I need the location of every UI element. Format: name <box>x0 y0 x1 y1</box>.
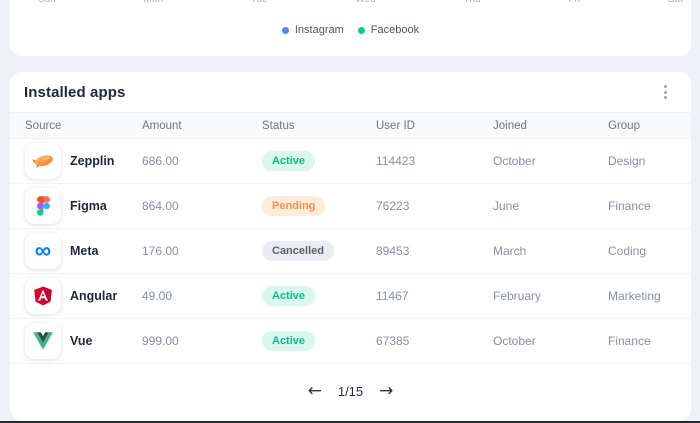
status-badge: Active <box>262 150 316 172</box>
joined-cell: June <box>493 199 520 213</box>
table-row[interactable]: Angular 49.00 Active 11467 February Mark… <box>10 274 691 319</box>
amount-cell: 864.00 <box>142 199 179 213</box>
status-cell: Pending <box>262 195 376 217</box>
group-cell: Design <box>608 154 646 168</box>
legend-item-instagram[interactable]: Instagram <box>281 24 344 36</box>
joined-cell: February <box>493 289 542 303</box>
facebook-legend-dot-icon <box>357 26 365 34</box>
app-name: Angular <box>70 289 118 303</box>
group-cell: Marketing <box>608 289 661 303</box>
zepplin-icon <box>25 143 61 179</box>
source-cell: Figma <box>25 188 142 224</box>
column-header-source: Source <box>25 119 62 132</box>
status-badge: Active <box>262 285 316 307</box>
x-axis-label-tue: Tue <box>251 0 268 5</box>
figma-icon <box>25 188 61 224</box>
prev-page-arrow-icon[interactable]: ← <box>304 381 326 402</box>
column-header-group: Group <box>608 119 640 132</box>
joined-cell: March <box>493 244 527 258</box>
source-cell: Zepplin <box>25 143 142 179</box>
user-id-cell: 11467 <box>376 289 409 303</box>
user-id-cell: 76223 <box>376 199 410 213</box>
card-title: Installed apps <box>24 83 126 101</box>
table-header-row: Source Amount Status User ID Joined Grou… <box>10 112 691 139</box>
legend-item-facebook[interactable]: Facebook <box>357 24 420 36</box>
app-name: Meta <box>70 244 99 258</box>
kebab-menu-icon[interactable] <box>658 81 673 103</box>
x-axis-label-wed: Wed <box>355 0 375 5</box>
table-row[interactable]: Figma 864.00 Pending 76223 June Finance <box>10 184 691 229</box>
next-page-arrow-icon[interactable]: → <box>375 381 397 402</box>
app-name: Vue <box>70 334 93 348</box>
x-axis-label-sat: Sat <box>668 0 683 5</box>
status-cell: Active <box>262 285 376 307</box>
meta-icon: ∞ <box>25 233 61 269</box>
user-id-cell: 114423 <box>376 154 416 168</box>
page-indicator: 1/15 <box>337 384 364 399</box>
table-row[interactable]: ∞ Meta 176.00 Cancelled 89453 March Codi… <box>10 229 691 274</box>
installed-apps-card: Installed apps Source Amount Status User… <box>10 72 691 421</box>
angular-icon <box>25 278 61 314</box>
legend-label-instagram: Instagram <box>294 24 344 36</box>
user-id-cell: 89453 <box>376 244 410 258</box>
status-cell: Cancelled <box>262 240 376 262</box>
amount-cell: 176.00 <box>142 244 179 258</box>
legend-label-facebook: Facebook <box>370 24 420 36</box>
x-axis-label-sun: Sun <box>38 0 56 5</box>
amount-cell: 49.00 <box>142 289 173 303</box>
group-cell: Coding <box>608 244 647 258</box>
x-axis-label-fri: Fri <box>569 0 581 5</box>
vue-icon <box>25 323 61 359</box>
user-id-cell: 67385 <box>376 334 410 348</box>
amount-cell: 686.00 <box>142 154 179 168</box>
status-badge: Pending <box>262 195 326 217</box>
chart-card: Sun Mon Tue Wed Thu Fri Sat Instagram Fa… <box>10 0 691 56</box>
x-axis-label-mon: Mon <box>144 0 163 5</box>
pagination: ← 1/15 → <box>10 381 691 402</box>
column-header-amount: Amount <box>142 119 182 132</box>
source-cell: Vue <box>25 323 142 359</box>
joined-cell: October <box>493 334 536 348</box>
chart-legend: Instagram Facebook <box>10 24 691 36</box>
table-row[interactable]: Vue 999.00 Active 67385 October Finance <box>10 319 691 364</box>
joined-cell: October <box>493 154 536 168</box>
status-badge: Active <box>262 330 316 352</box>
instagram-legend-dot-icon <box>281 26 289 34</box>
column-header-user-id: User ID <box>376 119 415 132</box>
status-cell: Active <box>262 150 376 172</box>
card-header: Installed apps <box>10 72 691 112</box>
group-cell: Finance <box>608 334 651 348</box>
status-cell: Active <box>262 330 376 352</box>
amount-cell: 999.00 <box>142 334 179 348</box>
chart-x-axis-labels: Sun Mon Tue Wed Thu Fri Sat <box>38 0 683 5</box>
group-cell: Finance <box>608 199 651 213</box>
app-name: Zepplin <box>70 154 115 168</box>
x-axis-label-thu: Thu <box>464 0 481 5</box>
source-cell: Angular <box>25 278 142 314</box>
table-row[interactable]: Zepplin 686.00 Active 114423 October Des… <box>10 139 691 184</box>
source-cell: ∞ Meta <box>25 233 142 269</box>
column-header-status: Status <box>262 119 295 132</box>
app-name: Figma <box>70 199 107 213</box>
screen-bottom-edge <box>0 421 700 423</box>
column-header-joined: Joined <box>493 119 527 132</box>
status-badge: Cancelled <box>262 240 334 262</box>
